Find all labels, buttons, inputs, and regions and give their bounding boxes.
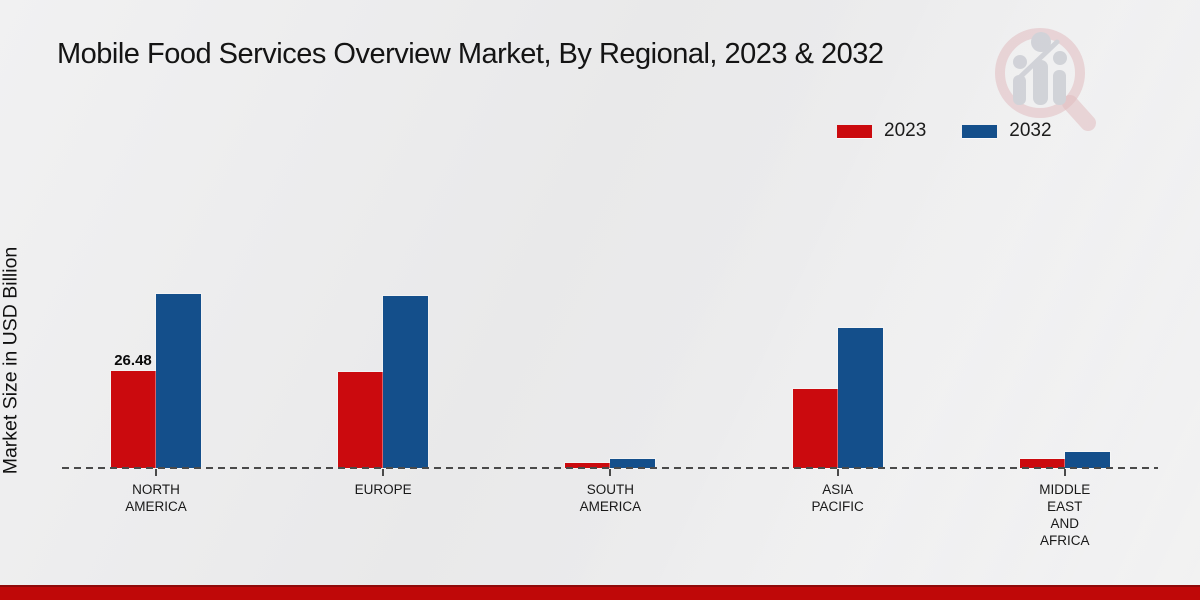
chart-title: Mobile Food Services Overview Market, By… (57, 38, 884, 70)
x-axis-tick-middle-east-and-africa (1063, 469, 1066, 476)
bar-2023-south-america (565, 462, 611, 468)
bar-2023-middle-east-and-africa (1019, 459, 1065, 468)
category-label-middle-east-and-africa: MIDDLE EAST AND AFRICA (1039, 482, 1091, 548)
category-label-asia-pacific: ASIA PACIFIC (811, 482, 864, 514)
x-axis-tick-europe (382, 469, 385, 476)
bar-2023-north-america (111, 370, 156, 468)
legend-swatch-2023 (837, 124, 872, 138)
legend-label-2032: 2032 (1009, 120, 1052, 141)
legend-swatch-2032 (962, 124, 998, 138)
value-label-2023-north-america: 26.48 (114, 351, 152, 369)
magnifier-bar-chart-logo-icon (995, 28, 1096, 131)
bar-2032-middle-east-and-africa (1064, 452, 1110, 468)
x-axis-baseline (62, 467, 1158, 469)
category-label-south-america: SOUTH AMERICA (579, 482, 642, 514)
category-label-europe: EUROPE (354, 482, 412, 497)
bar-2032-north-america (156, 294, 201, 468)
bar-2032-south-america (610, 459, 656, 468)
legend-item-2023: 2023 (837, 120, 926, 142)
legend-item-2032: 2032 (962, 120, 1052, 142)
x-axis-tick-asia-pacific (836, 469, 839, 476)
x-axis-tick-north-america (155, 469, 157, 476)
bar-2023-europe (338, 372, 384, 468)
bar-2032-asia-pacific (837, 328, 883, 468)
category-label-north-america: NORTH AMERICA (125, 482, 187, 514)
footer-accent-bar (0, 585, 1200, 600)
legend-label-2023: 2023 (884, 120, 927, 141)
bar-2032-europe (383, 295, 429, 468)
x-axis-tick-south-america (609, 469, 612, 476)
legend: 2023 2032 (837, 120, 1052, 142)
bar-2023-asia-pacific (792, 389, 838, 468)
